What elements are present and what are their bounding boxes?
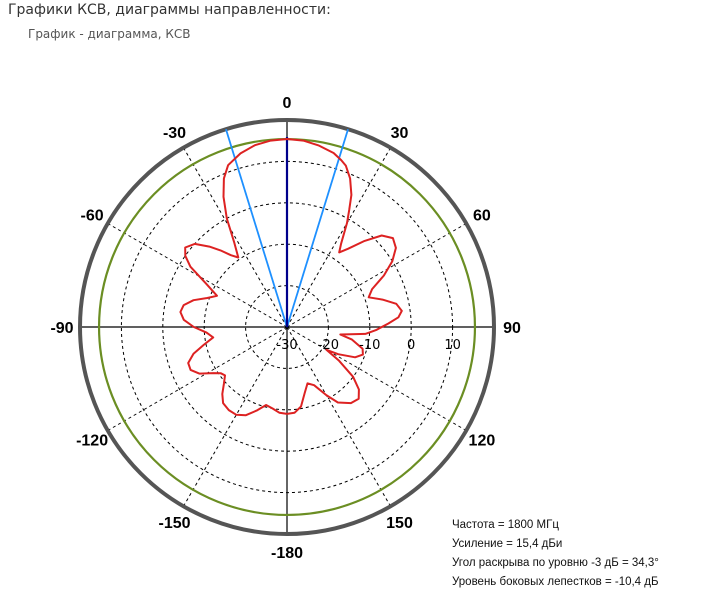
page-subtitle: График - диаграмма, КСВ <box>28 27 191 41</box>
beamwidth-text: Угол раскрыва по уровню -3 дБ = 34,3° <box>452 557 659 569</box>
gain-text: Усиление = 15,4 дБи <box>452 538 563 550</box>
radial-tick-label: -10 <box>359 338 380 353</box>
angle-tick-label: 30 <box>391 125 409 142</box>
angle-tick-label: -60 <box>81 208 104 225</box>
angle-tick-label: -180 <box>271 545 303 562</box>
angle-tick-label: 60 <box>473 208 491 225</box>
sidelobe-text: Уровень боковых лепестков = -10,4 дБ <box>452 576 659 588</box>
radial-tick-label: 10 <box>444 338 461 353</box>
angle-tick-label: 0 <box>283 95 292 112</box>
grid-spoke <box>286 147 391 328</box>
grid-spoke <box>286 326 391 507</box>
angle-tick-label: 120 <box>469 433 496 450</box>
grid-spoke <box>286 223 467 328</box>
frequency-text: Частота = 1800 МГц <box>452 519 559 531</box>
page-title: Графики КСВ, диаграммы направленности: <box>8 2 331 18</box>
angle-tick-label: 90 <box>503 320 521 337</box>
angle-tick-label: 150 <box>386 515 413 532</box>
grid-spoke <box>183 326 288 507</box>
radiation-pattern-curve <box>179 138 403 417</box>
radial-tick-label: -20 <box>318 338 339 353</box>
grid-spoke <box>183 147 288 328</box>
angle-tick-label: -30 <box>163 125 186 142</box>
angle-tick-label: -120 <box>76 433 108 450</box>
radial-tick-label: 0 <box>407 338 415 353</box>
radial-tick-label: -30 <box>276 338 297 353</box>
angle-tick-label: -90 <box>50 320 73 337</box>
grid-spoke <box>107 326 288 431</box>
angle-tick-label: -150 <box>158 515 190 532</box>
beamwidth-line <box>286 128 349 328</box>
grid-spoke <box>286 326 467 431</box>
antenna-parameters: Частота = 1800 МГц Усиление = 15,4 дБи У… <box>452 516 659 592</box>
beamwidth-line <box>225 128 288 328</box>
outer-ring <box>78 118 496 536</box>
